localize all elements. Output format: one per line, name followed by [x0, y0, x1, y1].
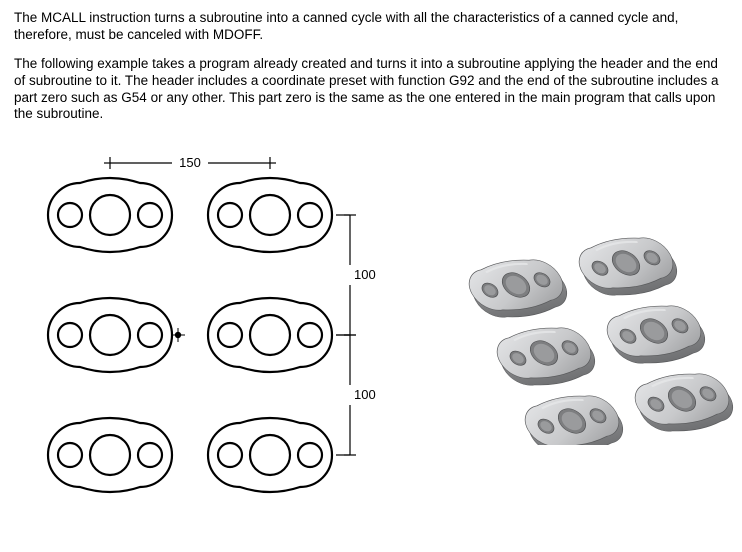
plan-diagram: 150 100 100 — [20, 135, 420, 535]
svg-text:150: 150 — [179, 155, 201, 170]
svg-text:100: 100 — [354, 387, 376, 402]
document-page: The MCALL instruction turns a subroutine… — [0, 0, 742, 535]
paragraph-2: The following example takes a program al… — [14, 56, 728, 124]
render-3d — [444, 235, 734, 445]
svg-text:100: 100 — [354, 267, 376, 282]
figure-area: 150 100 100 — [14, 135, 728, 535]
paragraph-1: The MCALL instruction turns a subroutine… — [14, 10, 728, 44]
